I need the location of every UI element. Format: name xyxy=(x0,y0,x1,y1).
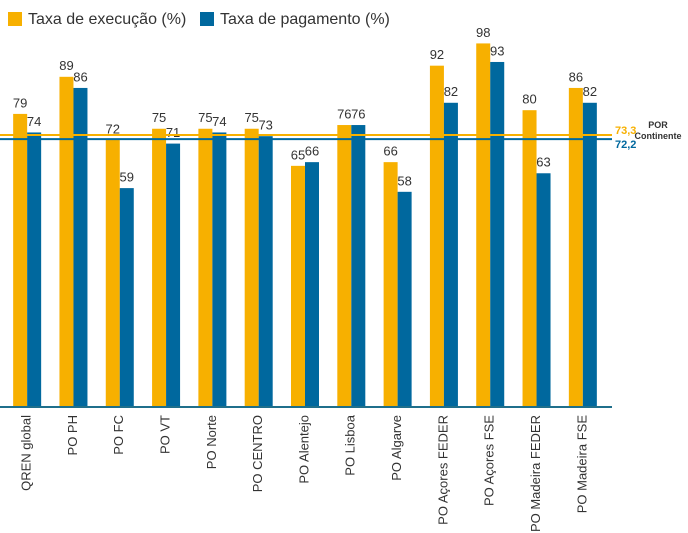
bar xyxy=(383,162,398,407)
bar xyxy=(291,165,305,407)
bar xyxy=(443,102,458,407)
value-label: 98 xyxy=(476,25,490,40)
bar xyxy=(582,102,597,407)
value-label: 86 xyxy=(73,69,87,84)
value-label: 75 xyxy=(244,110,258,125)
bar xyxy=(166,143,181,407)
bar xyxy=(119,188,134,407)
value-label: 74 xyxy=(27,114,41,129)
value-label: 75 xyxy=(198,110,212,125)
bar xyxy=(258,136,273,408)
value-label: 63 xyxy=(536,155,550,170)
bar xyxy=(59,76,74,407)
bar xyxy=(13,113,28,407)
bar xyxy=(27,132,42,407)
x-tick-label: PO Açores FSE xyxy=(482,415,497,506)
x-tick-label: PO FC xyxy=(111,415,126,455)
bar xyxy=(337,125,352,407)
value-label: 66 xyxy=(383,144,397,159)
bar xyxy=(152,128,167,407)
bar xyxy=(73,87,88,407)
value-label: 86 xyxy=(569,69,583,84)
bar xyxy=(476,43,491,408)
value-label: 79 xyxy=(13,95,27,110)
bar xyxy=(568,87,583,407)
x-tick-label: PO VT xyxy=(158,415,173,454)
value-label: 89 xyxy=(59,58,73,73)
x-tick-label: PO CENTRO xyxy=(250,415,265,492)
value-label: 75 xyxy=(152,110,166,125)
value-label: 76 xyxy=(351,106,365,121)
x-tick-label: PO Açores FEDER xyxy=(435,415,450,525)
bar xyxy=(536,173,551,407)
x-tick-label: PO Madeira FSE xyxy=(574,415,589,514)
value-label: 80 xyxy=(522,92,536,107)
legend-label: Taxa de pagamento (%) xyxy=(220,11,390,28)
legend-swatch xyxy=(200,12,214,26)
annotation: POR Continente xyxy=(634,120,682,141)
value-label: 82 xyxy=(583,84,597,99)
value-label: 93 xyxy=(490,43,504,58)
bar xyxy=(429,65,444,408)
value-label: 71 xyxy=(166,125,180,140)
bar xyxy=(351,125,366,407)
x-tick-label: PO Alentejo xyxy=(296,415,311,484)
value-label: 76 xyxy=(337,106,351,121)
x-tick-label: PO Norte xyxy=(204,415,219,469)
bar xyxy=(397,191,412,407)
bar xyxy=(105,139,120,407)
x-tick-label: PO Madeira FEDER xyxy=(528,415,543,532)
x-tick-label: PO Algarve xyxy=(389,415,404,481)
legend-swatch xyxy=(8,12,22,26)
value-label: 92 xyxy=(430,47,444,62)
bar xyxy=(198,128,213,407)
bar xyxy=(305,162,319,407)
value-label: 66 xyxy=(305,144,319,159)
reference-label: 73,3 xyxy=(615,125,636,137)
x-tick-label: PO PH xyxy=(65,415,80,455)
value-label: 82 xyxy=(444,84,458,99)
value-label: 73 xyxy=(258,118,272,133)
value-label: 58 xyxy=(397,173,411,188)
bar xyxy=(212,132,227,407)
value-label: 74 xyxy=(212,114,226,129)
bar xyxy=(244,128,259,407)
value-label: 65 xyxy=(291,147,305,162)
x-tick-label: PO Lisboa xyxy=(343,414,358,475)
legend-label: Taxa de execução (%) xyxy=(28,11,186,28)
value-label: 59 xyxy=(120,170,134,185)
x-tick-label: QREN global xyxy=(19,415,34,491)
bar xyxy=(490,61,505,407)
value-label: 72 xyxy=(106,121,120,136)
bar xyxy=(522,110,537,407)
reference-label: 72,2 xyxy=(615,139,636,151)
